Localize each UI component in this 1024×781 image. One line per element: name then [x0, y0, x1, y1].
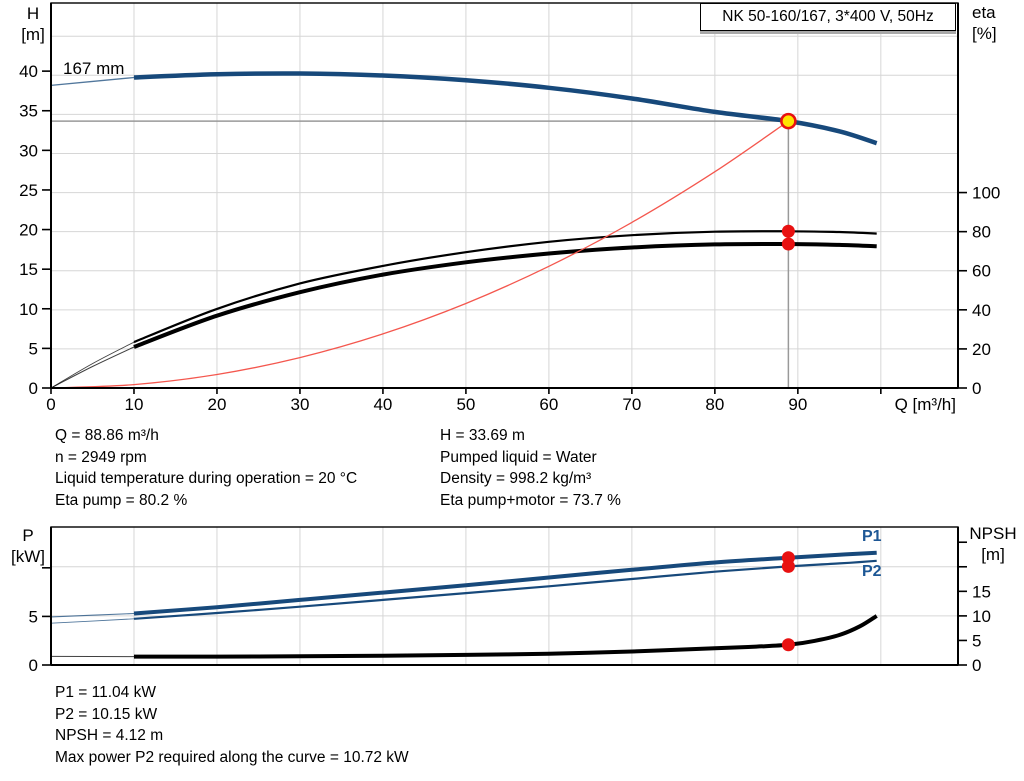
info-line-eta-pump: Eta pump = 80.2 % [55, 492, 188, 510]
system-curve [50, 120, 789, 389]
tick-label: 0 [29, 379, 38, 398]
npsh-point [781, 638, 795, 652]
power-npsh-chart: 0 5 0 5 10 15 [29, 526, 991, 675]
eta-pump-motor-curve [133, 241, 877, 349]
tick-label: 60 [972, 262, 991, 281]
info-line-p2: P2 = 10.15 kW [55, 705, 158, 723]
tick-label: 35 [19, 102, 38, 121]
tick-label: 50 [456, 395, 475, 414]
p2-point [781, 559, 795, 573]
tick-label: 10 [19, 300, 38, 319]
duty-point[interactable] [780, 112, 797, 130]
tick-label: 100 [972, 184, 1000, 203]
eta-pump-motor-curve-lead-in [50, 346, 135, 389]
info-line-speed: n = 2949 rpm [55, 448, 147, 466]
npsh-axis-label: NPSH [m] [962, 523, 1024, 565]
power-info: P1 = 11.04 kW P2 = 10.15 kW NPSH = 4.12 … [55, 682, 409, 769]
tick-label: 15 [972, 582, 991, 601]
qh-chart: 0 5 10 15 20 25 30 35 40 0 20 40 60 80 100 0 10 20 30 40 50 6… [19, 2, 1000, 414]
info-line-liquid: Pumped liquid = Water [440, 448, 597, 466]
tick-label: 70 [622, 395, 641, 414]
h-axis-label-unit: [m] [21, 25, 45, 44]
info-line-h: H = 33.69 m [440, 427, 525, 444]
info-line-temperature: Liquid temperature during operation = 20… [55, 470, 358, 488]
duty-info-right: H = 33.69 m Pumped liquid = Water Densit… [440, 425, 621, 512]
tick-label: 40 [19, 62, 38, 81]
p2-curve [133, 559, 877, 620]
eta-axis-label-symbol: eta [972, 3, 996, 22]
p-axis-label-unit: [kW] [11, 547, 45, 566]
pump-curve-167mm-lead-in [50, 76, 135, 87]
eta-pump-motor-point [781, 237, 795, 251]
eta-axis-label-unit: [%] [972, 24, 997, 43]
tick-label: 20 [972, 340, 991, 359]
tick-label: 20 [19, 221, 38, 240]
info-line-eta-pump-motor: Eta pump+motor = 73.7 % [440, 492, 621, 510]
tick-label: 25 [19, 181, 38, 200]
info-line-p1: P1 = 11.04 kW [55, 684, 156, 701]
duty-info-left: Q = 88.86 m³/h n = 2949 rpm Liquid tempe… [55, 425, 357, 512]
tick-label: 5 [972, 631, 981, 650]
tick-label: 0 [46, 395, 55, 414]
p2-curve-label: P2 [862, 563, 882, 580]
eta-axis-label: eta [%] [972, 2, 997, 44]
info-line-density: Density = 998.2 kg/m³ [440, 470, 592, 488]
tick-label: 90 [788, 395, 807, 414]
tick-label: 20 [208, 395, 227, 414]
pump-title-box: NK 50-160/167, 3*400 V, 50Hz [700, 3, 956, 31]
tick-label: 80 [705, 395, 724, 414]
info-line-npsh: NPSH = 4.12 m [55, 727, 164, 745]
tick-label: 0 [29, 656, 38, 675]
tick-label: 10 [972, 607, 991, 626]
tick-label: 5 [29, 607, 38, 626]
info-line-q: Q = 88.86 m³/h [55, 427, 159, 444]
tick-label: 15 [19, 260, 38, 279]
tick-label: 30 [19, 141, 38, 160]
tick-label: 40 [972, 301, 991, 320]
eta-pump-curve-lead-in [50, 341, 135, 389]
tick-label: 30 [290, 395, 309, 414]
npsh-curve [134, 614, 878, 659]
h-axis-label: H [m] [16, 3, 50, 45]
eta-pump-point [781, 224, 795, 238]
tick-label: 40 [373, 395, 392, 414]
p1-curve-lead-in [50, 612, 135, 618]
plot-frame [50, 526, 959, 666]
npsh-axis-label-symbol: NPSH [969, 524, 1017, 543]
p-axis-label: P [kW] [8, 525, 48, 567]
info-line-maxpower: Max power P2 required along the curve = … [55, 749, 409, 767]
tick-label: 5 [29, 339, 38, 358]
p2-curve-lead-in [50, 618, 135, 624]
p-axis-label-symbol: P [22, 526, 34, 545]
tick-label: 0 [972, 656, 981, 675]
tick-label: 60 [539, 395, 558, 414]
impeller-diameter-label: 167 mm [63, 59, 125, 78]
h-axis-label-symbol: H [26, 4, 40, 23]
pump-curve-167mm [133, 71, 878, 146]
plot-frame [50, 2, 959, 389]
x-axis-label: Q [m³/h] [895, 395, 956, 414]
tick-label: 80 [972, 223, 991, 242]
p1-curve [133, 550, 877, 616]
tick-label: 0 [972, 379, 981, 398]
tick-label: 10 [125, 395, 144, 414]
p1-curve-label: P1 [862, 528, 882, 545]
npsh-axis-label-unit: [m] [981, 545, 1005, 564]
